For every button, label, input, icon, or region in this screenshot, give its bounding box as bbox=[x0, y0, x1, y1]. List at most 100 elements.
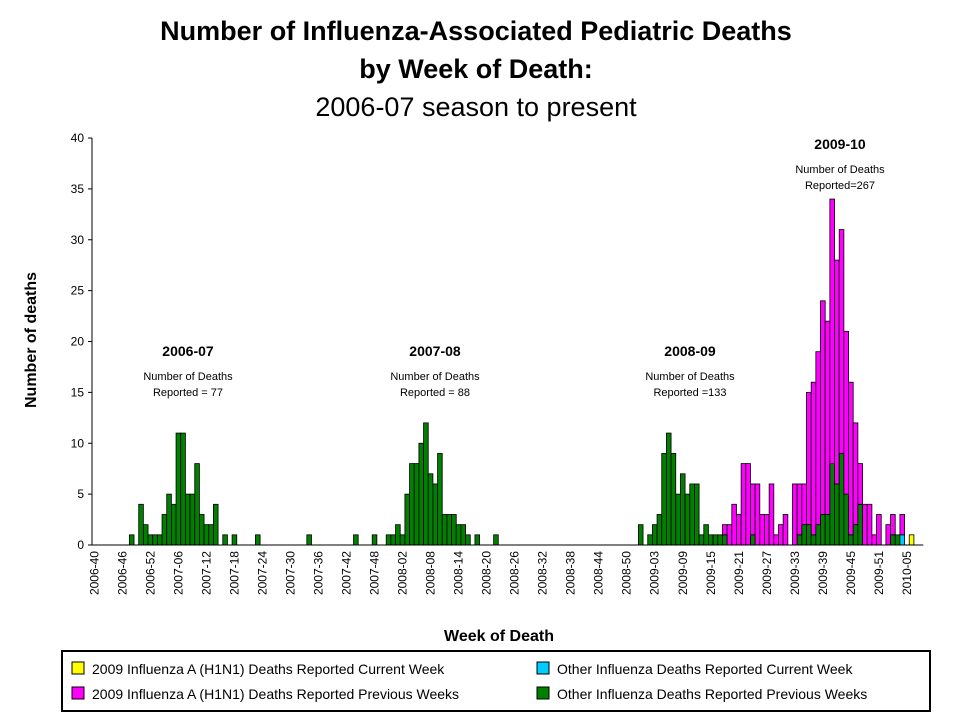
bar-segment bbox=[694, 483, 700, 546]
x-tick-label: 2008-44 bbox=[592, 551, 606, 595]
legend-label: 2009 Influenza A (H1N1) Deaths Reported … bbox=[92, 661, 445, 677]
bar-segment bbox=[661, 453, 667, 546]
bar-segment bbox=[890, 514, 896, 536]
legend-swatch bbox=[71, 686, 85, 700]
bar-segment bbox=[180, 432, 186, 546]
bar-segment bbox=[423, 422, 429, 546]
bar-segment bbox=[754, 483, 761, 546]
bar-segment bbox=[722, 524, 728, 536]
bar-segment bbox=[736, 514, 742, 546]
bar-segment bbox=[806, 524, 812, 546]
legend-box bbox=[61, 650, 931, 712]
bar-segment bbox=[838, 229, 845, 454]
annotation-title: 2008-09 bbox=[664, 343, 716, 359]
x-tick-label: 2006-46 bbox=[115, 551, 129, 595]
bar-segment bbox=[866, 503, 873, 546]
bar-segment bbox=[834, 259, 840, 485]
x-tick-label: 2009-45 bbox=[844, 551, 858, 595]
bar-segment bbox=[829, 198, 835, 464]
bar-segment bbox=[670, 453, 677, 546]
x-tick-label: 2009-33 bbox=[788, 551, 802, 595]
bar-segment bbox=[698, 534, 705, 546]
bar-segment bbox=[857, 463, 863, 505]
bar-segment bbox=[675, 493, 681, 546]
bar-segment bbox=[409, 463, 415, 546]
bar-segment bbox=[899, 514, 905, 536]
x-tick-label: 2006-40 bbox=[87, 551, 101, 595]
bar-segment bbox=[908, 534, 915, 546]
bar-segment bbox=[759, 514, 765, 546]
bar-segment bbox=[147, 534, 154, 546]
bar-segment bbox=[852, 422, 859, 526]
x-tick-label: 2009-15 bbox=[704, 551, 718, 595]
bar-segment bbox=[885, 524, 891, 546]
y-tick-label: 20 bbox=[71, 335, 85, 349]
bar-segment bbox=[460, 524, 466, 546]
bar-segment bbox=[128, 534, 135, 546]
bar-segment bbox=[189, 493, 196, 546]
bar-segment bbox=[750, 483, 756, 536]
bar-segment bbox=[708, 534, 714, 546]
bar-segment bbox=[656, 514, 663, 546]
annotation-text: Number of Deaths bbox=[795, 164, 885, 176]
annotation-text: Reported=267 bbox=[805, 180, 875, 192]
x-tick-label: 2008-38 bbox=[564, 551, 578, 595]
bar-segment bbox=[413, 463, 420, 546]
legend-label: Other Influenza Deaths Reported Previous… bbox=[557, 686, 867, 702]
bar-segment bbox=[843, 330, 849, 495]
annotation-text: Number of Deaths bbox=[390, 371, 480, 383]
x-tick-label: 2007-24 bbox=[255, 551, 269, 595]
bar-segment bbox=[455, 524, 462, 546]
legend-label: Other Influenza Deaths Reported Current … bbox=[557, 661, 853, 677]
bar-segment bbox=[138, 503, 144, 546]
bar-segment bbox=[451, 514, 457, 546]
legend-swatch bbox=[536, 661, 550, 675]
bar-segment bbox=[717, 534, 723, 546]
bar-segment bbox=[834, 483, 840, 546]
legend-swatch bbox=[536, 686, 550, 700]
bar-segment bbox=[647, 534, 653, 546]
y-tick-label: 5 bbox=[77, 487, 84, 501]
bar-segment bbox=[194, 463, 200, 546]
bar-segment bbox=[731, 503, 737, 546]
bar-segment bbox=[801, 524, 807, 546]
bar-segment bbox=[306, 534, 312, 546]
x-tick-label: 2007-06 bbox=[171, 551, 185, 595]
x-tick-label: 2008-20 bbox=[480, 551, 494, 595]
bar-segment bbox=[796, 534, 803, 546]
bar-segment bbox=[848, 534, 854, 546]
bar-segment bbox=[745, 463, 751, 546]
annotation-text: Reported =133 bbox=[653, 387, 726, 399]
bar-segment bbox=[810, 381, 817, 536]
bar-segment bbox=[796, 483, 803, 536]
y-tick-label: 10 bbox=[71, 436, 85, 450]
x-tick-label: 2007-48 bbox=[368, 551, 382, 595]
bar-segment bbox=[890, 534, 896, 546]
bar-segment bbox=[418, 442, 424, 546]
bar-segment bbox=[815, 524, 821, 546]
bar-segment bbox=[184, 493, 191, 546]
bar-segment bbox=[152, 534, 158, 546]
bar-segment bbox=[815, 351, 821, 526]
bar-segment bbox=[689, 483, 695, 546]
bar-segment bbox=[862, 503, 868, 546]
legend-swatch bbox=[71, 661, 85, 675]
annotation-title: 2009-10 bbox=[814, 136, 866, 152]
x-tick-label: 2007-18 bbox=[227, 551, 241, 595]
chart-title: by Week of Death: bbox=[359, 54, 593, 84]
bar-segment bbox=[399, 534, 406, 546]
chart-title: Number of Influenza-Associated Pediatric… bbox=[160, 16, 792, 46]
bar-segment bbox=[740, 463, 747, 546]
bar-segment bbox=[680, 473, 686, 546]
bar-segment bbox=[390, 534, 396, 546]
bar-segment bbox=[843, 493, 849, 546]
bar-segment bbox=[255, 534, 261, 546]
bar-segment bbox=[773, 534, 779, 546]
legend-label: 2009 Influenza A (H1N1) Deaths Reported … bbox=[92, 686, 459, 702]
bar-segment bbox=[750, 534, 756, 546]
x-tick-label: 2008-26 bbox=[508, 551, 522, 595]
y-tick-label: 35 bbox=[71, 182, 85, 196]
bar-segment bbox=[465, 534, 471, 546]
bar-segment bbox=[371, 534, 378, 546]
